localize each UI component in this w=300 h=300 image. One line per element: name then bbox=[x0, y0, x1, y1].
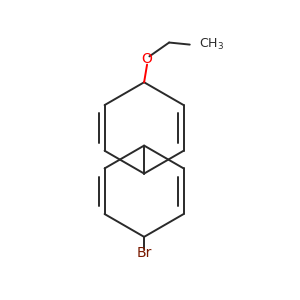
Text: Br: Br bbox=[136, 246, 152, 260]
Text: CH$_3$: CH$_3$ bbox=[199, 36, 224, 52]
Text: O: O bbox=[142, 52, 152, 66]
